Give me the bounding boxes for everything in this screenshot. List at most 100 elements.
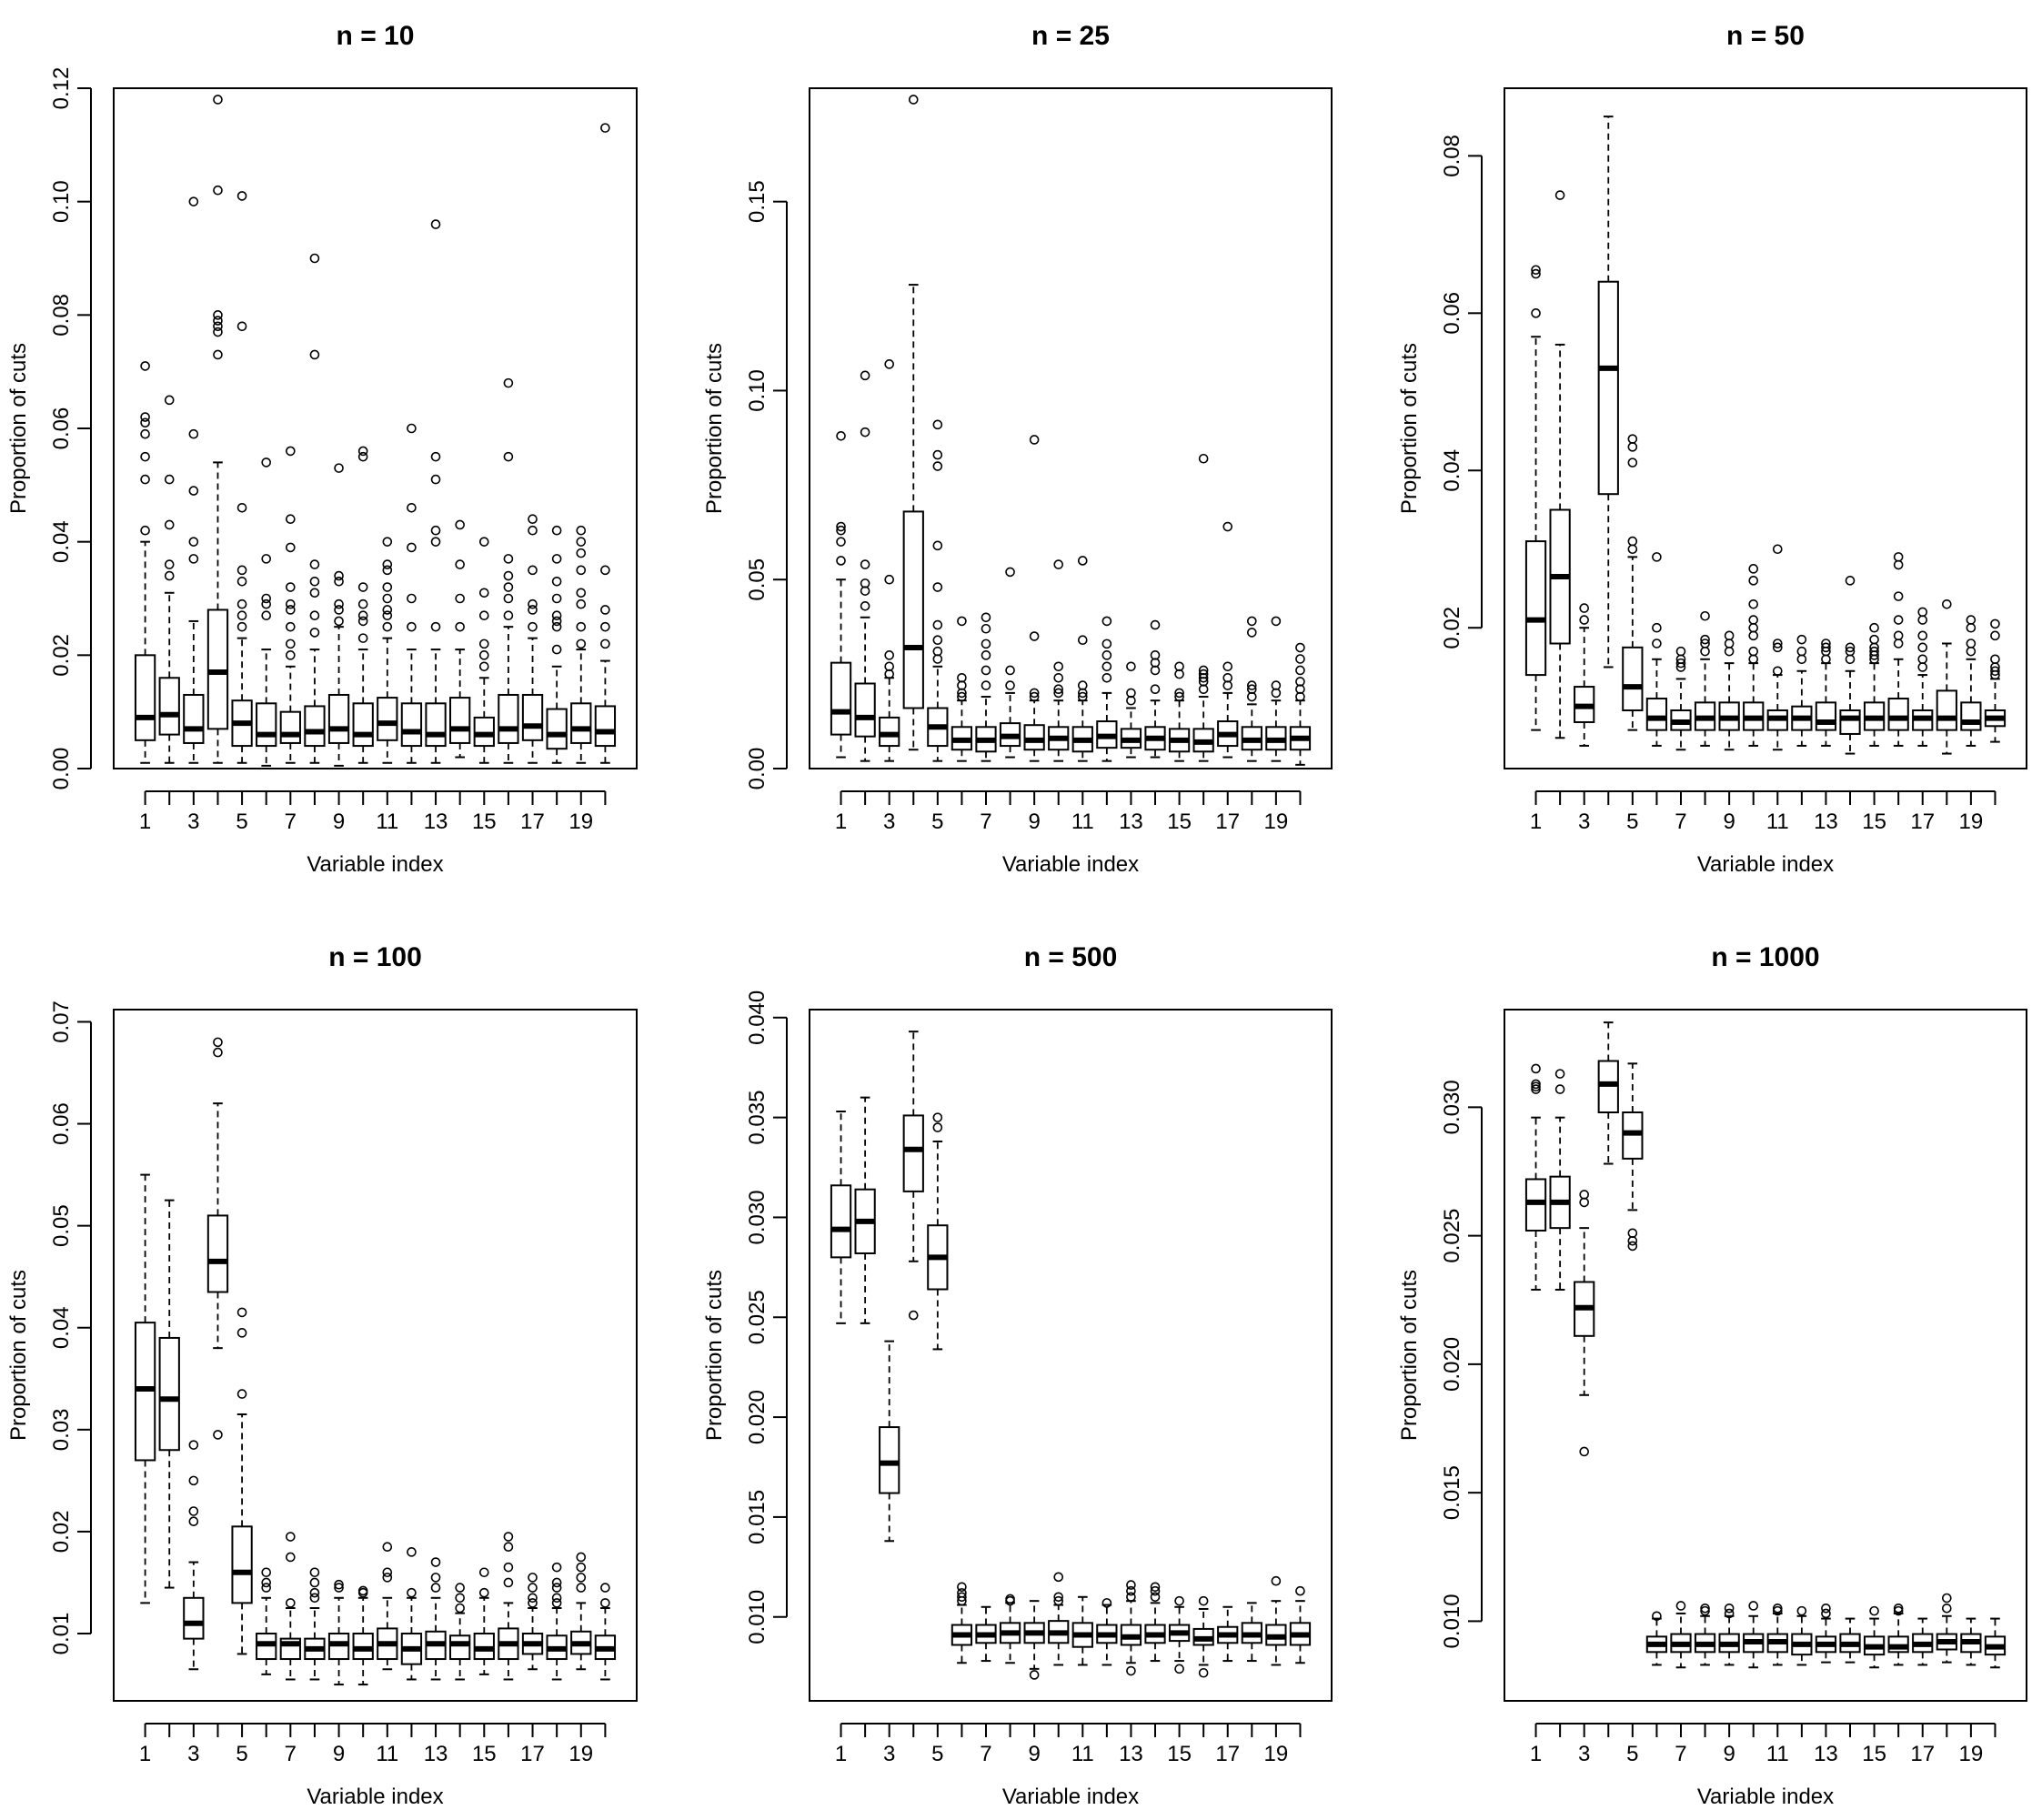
box-20 <box>1289 1585 1312 1664</box>
outlier-point <box>1579 603 1589 613</box>
y-tick-label: 0.02 <box>49 1511 74 1554</box>
outlier-point <box>1295 665 1305 676</box>
box-11 <box>377 537 398 764</box>
outlier-point <box>286 605 296 615</box>
outlier-point <box>576 525 587 536</box>
outlier-point <box>286 598 296 609</box>
outlier-point <box>1247 680 1257 690</box>
x-tick-label: 5 <box>931 1742 943 1766</box>
outlier-point <box>528 605 538 615</box>
outlier-point <box>1101 672 1112 683</box>
outlier-point <box>478 661 489 672</box>
outlier-point <box>261 593 272 604</box>
outlier-point <box>309 349 320 360</box>
outlier-point <box>503 1542 514 1553</box>
x-tick-label: 13 <box>1814 809 1838 834</box>
outlier-point <box>309 1577 320 1588</box>
outlier-point <box>1150 1582 1161 1593</box>
outlier-point <box>407 1587 417 1598</box>
box-19 <box>1265 616 1287 762</box>
x-tick-label: 9 <box>1028 809 1040 834</box>
outlier-point <box>1772 1605 1783 1616</box>
outlier-point <box>600 605 610 615</box>
outlier-point <box>503 593 514 604</box>
y-tick-label: 0.00 <box>745 748 770 790</box>
box-19 <box>570 525 592 764</box>
outlier-point <box>1531 1063 1541 1074</box>
x-tick-label: 11 <box>1071 809 1094 834</box>
outlier-point <box>430 621 441 632</box>
x-tick-label: 11 <box>376 1742 398 1766</box>
iqr-box <box>854 682 876 738</box>
x-axis-label: Variable index <box>307 852 443 877</box>
box-14 <box>1144 1582 1166 1663</box>
outlier-point <box>503 451 514 462</box>
outlier-point <box>1053 661 1064 672</box>
outlier-point <box>478 1587 489 1598</box>
outlier-point <box>1295 677 1305 687</box>
y-tick-label: 0.025 <box>1440 1209 1464 1263</box>
outlier-point <box>884 650 894 660</box>
outlier-point <box>236 576 247 587</box>
iqr-box <box>1815 701 1837 731</box>
outlier-point <box>1627 536 1638 547</box>
outlier-point <box>1627 1228 1638 1239</box>
iqr-box <box>231 1525 253 1604</box>
outlier-point <box>551 1562 562 1573</box>
y-axis-label: Proportion of cuts <box>702 343 727 514</box>
iqr-box <box>400 702 423 748</box>
outlier-point <box>1295 654 1305 664</box>
outlier-point <box>1295 1585 1305 1596</box>
y-axis-label: Proportion of cuts <box>1397 343 1422 514</box>
box-15 <box>473 1567 495 1675</box>
outlier-point <box>932 1122 943 1132</box>
box-9 <box>1023 435 1045 762</box>
x-tick-label: 19 <box>1959 1742 1984 1766</box>
outlier-point <box>981 665 991 676</box>
outlier-point <box>164 519 175 530</box>
outlier-point <box>1796 1605 1807 1616</box>
iqr-box <box>1839 709 1861 735</box>
outlier-point <box>188 196 199 206</box>
x-tick-label: 11 <box>1766 809 1789 834</box>
outlier-point <box>140 361 150 371</box>
outlier-point <box>236 191 247 201</box>
outlier-point <box>1748 646 1759 657</box>
iqr-box <box>902 1114 924 1192</box>
outlier-point <box>551 616 562 627</box>
y-tick-label: 0.010 <box>1440 1594 1464 1648</box>
x-axis-label: Variable index <box>1697 852 1834 877</box>
outlier-point <box>836 556 846 566</box>
x-tick-label: 7 <box>1675 809 1686 834</box>
outlier-point <box>407 502 417 513</box>
iqr-box <box>304 705 326 748</box>
outlier-point <box>334 1583 344 1593</box>
outlier-point <box>1295 642 1305 653</box>
outlier-point <box>164 474 175 485</box>
box-7 <box>279 1532 301 1681</box>
outlier-point <box>1077 680 1088 690</box>
box-9 <box>1718 1603 1740 1666</box>
outlier-point <box>932 449 943 460</box>
y-tick-label: 0.12 <box>49 67 74 110</box>
outlier-point <box>309 1587 320 1598</box>
outlier-point <box>1627 458 1638 468</box>
outlier-point <box>1724 630 1735 641</box>
outlier-point <box>213 349 223 360</box>
box-12 <box>1096 616 1118 762</box>
outlier-point <box>430 537 441 547</box>
y-tick-label: 0.08 <box>1440 135 1464 177</box>
x-tick-label: 13 <box>1814 1742 1838 1766</box>
x-tick-label: 9 <box>333 809 345 834</box>
outlier-point <box>551 610 562 621</box>
outlier-point <box>188 1475 199 1486</box>
outlier-point <box>1174 688 1184 699</box>
x-tick-label: 5 <box>1626 809 1638 834</box>
iqr-box <box>206 608 229 730</box>
outlier-point <box>1724 1603 1735 1614</box>
outlier-point <box>1531 268 1541 279</box>
box-15 <box>1168 661 1191 762</box>
outlier-point <box>1869 634 1879 645</box>
outlier-point <box>932 582 943 592</box>
